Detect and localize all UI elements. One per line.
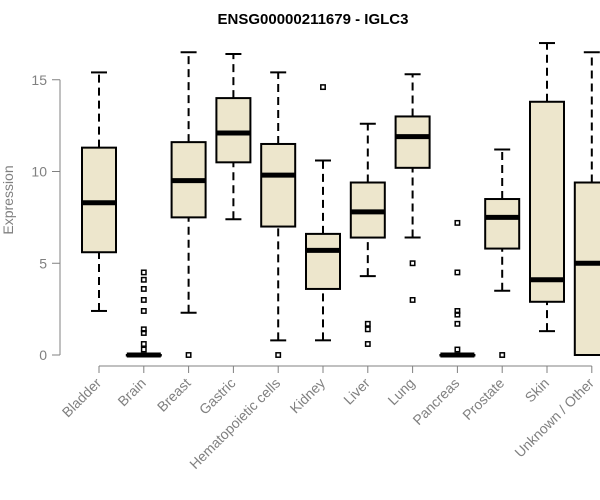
outlier-point <box>185 352 192 358</box>
y-tick-label: 5 <box>39 255 47 271</box>
x-tick-label: Lung <box>384 375 417 408</box>
outlier-point <box>364 320 371 327</box>
boxes <box>81 42 600 358</box>
y-tick-label: 10 <box>31 164 47 180</box>
x-tick-label: Brain <box>114 375 148 409</box>
box-group <box>305 84 341 342</box>
box-iqr <box>529 100 565 303</box>
x-tick-label: Gastric <box>196 375 239 418</box>
x-tick-label: Prostate <box>459 375 507 423</box>
outlier-point <box>454 320 461 327</box>
x-tick-label: Liver <box>340 375 373 408</box>
box-group <box>125 269 162 358</box>
x-tick-label: Skin <box>522 375 553 406</box>
x-tick-label: Pancreas <box>409 375 462 428</box>
box-iqr <box>260 142 297 228</box>
box-iqr <box>484 198 521 250</box>
box-group <box>439 219 476 358</box>
x-tick-label: Kidney <box>287 375 329 417</box>
outlier-point <box>409 297 416 303</box>
box-iqr <box>215 97 252 164</box>
box-group <box>394 73 431 303</box>
box-group <box>215 53 252 221</box>
y-tick-label: 15 <box>31 72 47 88</box>
outlier-point <box>454 311 461 318</box>
outlier-point <box>364 326 371 333</box>
outlier-point <box>499 352 506 358</box>
outlier-point <box>364 341 371 347</box>
box-group <box>484 148 521 358</box>
outlier-point <box>140 346 147 353</box>
y-axis: 0 5 10 15 <box>31 72 61 363</box>
box-group <box>573 51 600 356</box>
y-tick-label: 0 <box>39 347 47 363</box>
box-group <box>349 122 386 347</box>
outlier-point <box>409 260 416 267</box>
box-group <box>529 42 565 333</box>
box-group <box>260 71 297 358</box>
outlier-point <box>140 330 147 336</box>
x-tick-label: Breast <box>154 375 194 415</box>
outlier-point <box>140 269 147 276</box>
box-iqr <box>394 115 431 169</box>
outlier-point <box>140 297 147 303</box>
box-group <box>81 71 117 312</box>
outlier-point <box>320 84 326 91</box>
box-group <box>170 51 207 358</box>
outlier-point <box>140 276 147 283</box>
outlier-point <box>454 269 461 276</box>
outlier-point <box>454 346 461 353</box>
box-iqr <box>305 232 341 290</box>
x-tick-label: Bladder <box>59 375 105 421</box>
box-iqr <box>573 181 600 356</box>
outlier-point <box>140 285 147 292</box>
outlier-point <box>140 341 147 347</box>
outlier-point <box>454 219 461 226</box>
outlier-point <box>140 308 147 314</box>
y-axis-label: Expression <box>0 165 16 234</box>
outlier-point <box>275 352 282 358</box>
x-tick-label: Unknown / Other <box>511 375 597 461</box>
chart-title: ENSG00000211679 - IGLC3 <box>218 11 409 28</box>
box-iqr <box>81 146 117 254</box>
